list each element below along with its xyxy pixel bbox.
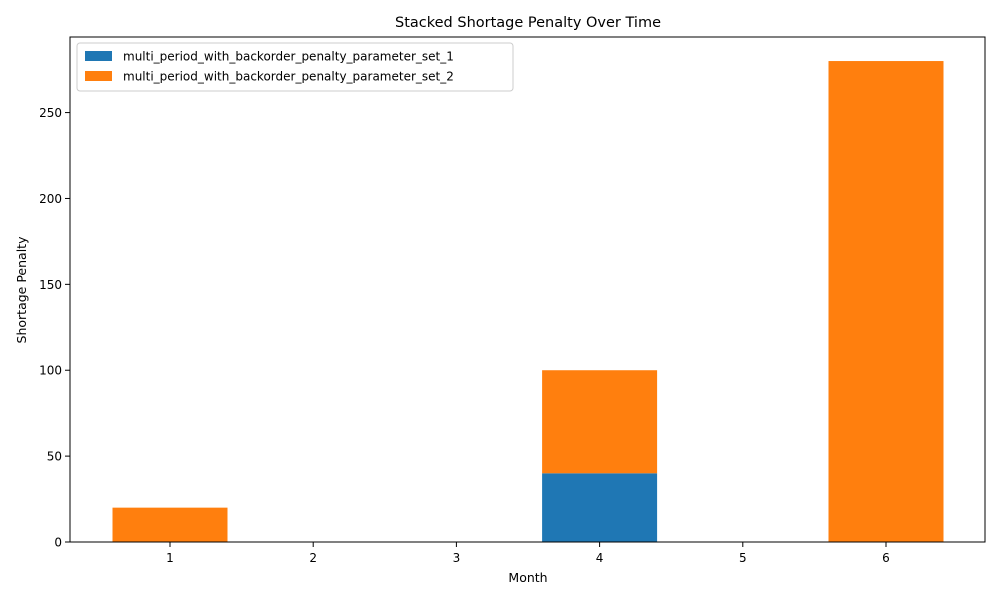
- y-tick-label: 0: [54, 536, 62, 550]
- legend-swatch-series-2: [85, 71, 112, 81]
- y-axis-ticks: 0 50 100 150 200 250: [39, 106, 70, 550]
- x-tick-label: 2: [309, 551, 317, 565]
- legend: multi_period_with_backorder_penalty_para…: [76, 42, 514, 92]
- bar-series-2-month-1: [112, 507, 228, 542]
- bars-group: [112, 61, 944, 543]
- y-tick-label: 150: [39, 278, 62, 292]
- bar-series-2-month-4: [542, 370, 658, 474]
- y-tick-label: 200: [39, 192, 62, 206]
- legend-label-series-2: multi_period_with_backorder_penalty_para…: [123, 70, 454, 84]
- x-tick-label: 1: [166, 551, 174, 565]
- y-tick-label: 250: [39, 106, 62, 120]
- bar-series-2-month-6: [828, 61, 944, 543]
- x-axis-ticks: 1 2 3 4 5 6: [166, 542, 890, 565]
- y-tick-label: 50: [47, 450, 62, 464]
- y-axis-label: Shortage Penalty: [14, 236, 29, 344]
- x-tick-label: 5: [739, 551, 747, 565]
- x-tick-label: 3: [453, 551, 461, 565]
- legend-swatch-series-1: [85, 51, 112, 61]
- plot-frame: [69, 36, 986, 543]
- y-tick-label: 100: [39, 364, 62, 378]
- bar-series-1-month-4: [542, 473, 658, 542]
- chart-title: Stacked Shortage Penalty Over Time: [395, 15, 661, 31]
- x-axis-label: Month: [508, 570, 547, 585]
- x-tick-label: 4: [596, 551, 604, 565]
- legend-box: [76, 42, 514, 92]
- legend-label-series-1: multi_period_with_backorder_penalty_para…: [123, 50, 454, 64]
- x-tick-label: 6: [882, 551, 890, 565]
